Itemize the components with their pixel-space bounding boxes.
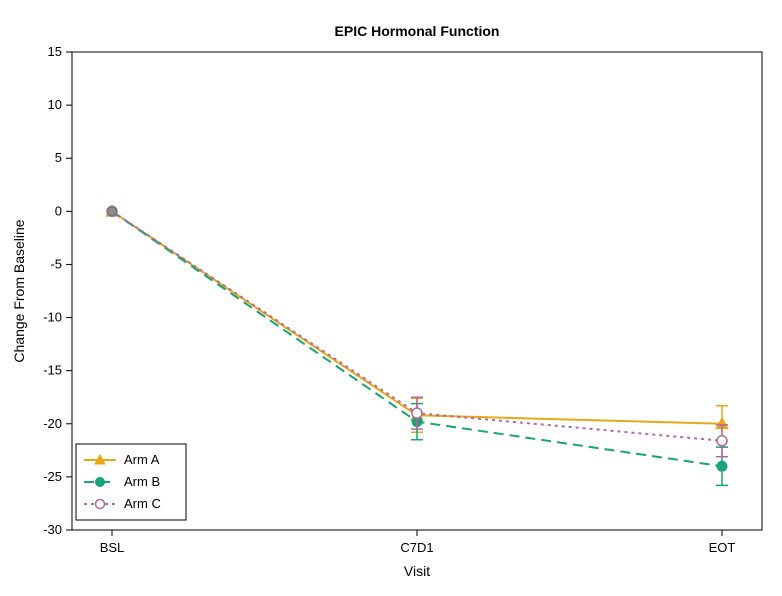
y-tick-label: -20	[43, 416, 62, 431]
x-axis-label: Visit	[404, 563, 430, 579]
y-tick-label: 0	[55, 203, 62, 218]
x-tick-label: C7D1	[400, 540, 433, 555]
baseline-marker	[108, 207, 117, 216]
y-tick-label: -15	[43, 363, 62, 378]
line-chart: EPIC Hormonal Function -30 -25 -20 -15 -10 -5 0…	[0, 0, 782, 596]
legend-label: Arm B	[124, 474, 160, 489]
legend-label: Arm C	[124, 496, 161, 511]
marker-open-circle	[412, 408, 422, 418]
legend-marker	[96, 500, 105, 509]
y-axis-label: Change From Baseline	[11, 219, 27, 362]
x-tick-label: EOT	[709, 540, 736, 555]
marker-circle	[717, 461, 727, 471]
marker-open-circle	[717, 436, 727, 446]
y-tick-label: 5	[55, 150, 62, 165]
y-tick-label: -30	[43, 522, 62, 537]
legend-marker	[96, 478, 105, 487]
y-tick-label: 10	[48, 97, 62, 112]
x-tick-label: BSL	[100, 540, 125, 555]
chart-container: EPIC Hormonal Function -30 -25 -20 -15 -10 -5 0…	[0, 0, 782, 596]
y-tick-label: -5	[50, 256, 62, 271]
series-line	[112, 211, 722, 423]
legend-label: Arm A	[124, 452, 160, 467]
chart-title: EPIC Hormonal Function	[335, 23, 500, 39]
y-tick-label: 15	[48, 44, 62, 59]
y-tick-label: -25	[43, 469, 62, 484]
y-tick-label: -10	[43, 310, 62, 325]
